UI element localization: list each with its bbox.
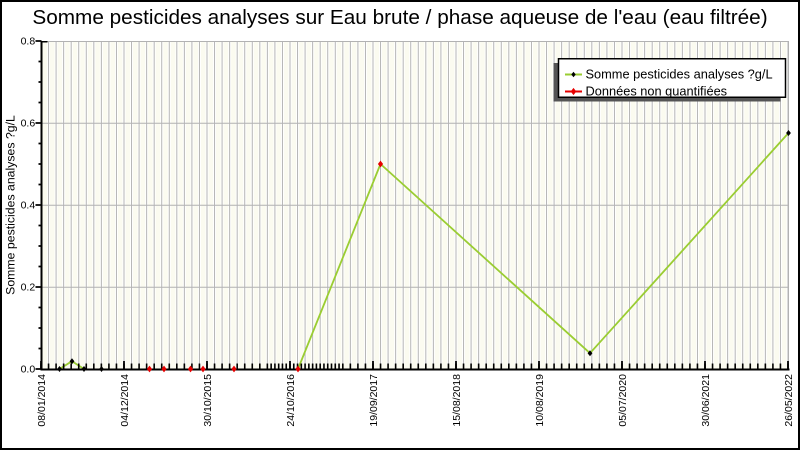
svg-text:10/08/2019: 10/08/2019 xyxy=(534,374,546,427)
svg-text:26/05/2022: 26/05/2022 xyxy=(783,374,795,427)
svg-text:Somme pesticides analyses ?g/L: Somme pesticides analyses ?g/L xyxy=(586,67,773,82)
svg-text:0.8: 0.8 xyxy=(21,36,36,48)
svg-text:15/08/2018: 15/08/2018 xyxy=(451,374,463,427)
svg-text:0.2: 0.2 xyxy=(21,282,36,294)
svg-text:08/01/2014: 08/01/2014 xyxy=(36,374,48,427)
svg-text:Somme pesticides analyses sur: Somme pesticides analyses sur Eau brute … xyxy=(32,6,767,29)
svg-text:30/10/2015: 30/10/2015 xyxy=(202,374,214,427)
svg-text:05/07/2020: 05/07/2020 xyxy=(617,374,629,427)
svg-text:24/10/2016: 24/10/2016 xyxy=(285,374,297,427)
svg-text:0.6: 0.6 xyxy=(21,118,36,130)
svg-text:0.0: 0.0 xyxy=(21,364,36,376)
svg-text:19/09/2017: 19/09/2017 xyxy=(368,374,380,427)
svg-text:Somme pesticides analyses ?g/L: Somme pesticides analyses ?g/L xyxy=(4,115,18,295)
svg-text:30/06/2021: 30/06/2021 xyxy=(700,374,712,427)
svg-text:Données non quantifiées: Données non quantifiées xyxy=(586,84,728,99)
svg-text:0.4: 0.4 xyxy=(21,200,36,212)
svg-text:04/12/2014: 04/12/2014 xyxy=(119,374,131,427)
